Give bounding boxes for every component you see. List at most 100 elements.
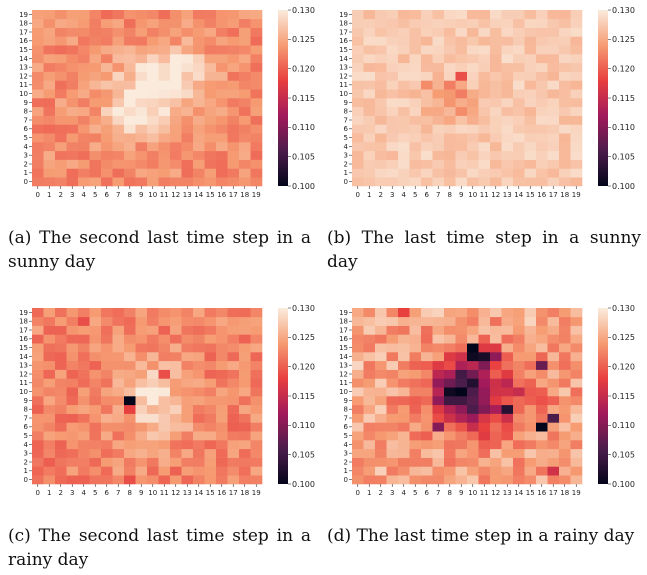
heatmap-cell (501, 10, 514, 20)
heatmap-cell (536, 316, 548, 326)
heatmap-cell (32, 369, 44, 379)
heatmap-cell (409, 334, 422, 344)
heatmap-cell (432, 27, 445, 37)
y-tick-label: 2 (24, 458, 28, 466)
heatmap-cell (124, 413, 136, 423)
heatmap-cell (101, 387, 113, 397)
heatmap-cell (513, 18, 525, 28)
x-tick-label: 16 (217, 191, 226, 199)
heatmap-cell (124, 360, 136, 370)
heatmap-cell (559, 27, 571, 37)
heatmap-cell (250, 54, 263, 64)
heatmap-cell (239, 334, 251, 344)
heatmap-cell (66, 36, 79, 46)
heatmap-cell (239, 422, 251, 432)
heatmap-cell (490, 448, 502, 458)
y-tick-label: 16 (19, 335, 28, 343)
heatmap-cell (513, 448, 525, 458)
heatmap-cell (181, 62, 194, 72)
heatmap-cell (43, 316, 56, 326)
heatmap-cell (386, 80, 399, 90)
heatmap-cell (158, 71, 171, 81)
heatmap-cell (227, 457, 240, 467)
heatmap-cell (158, 168, 171, 178)
heatmap-cell (467, 422, 479, 432)
heatmap-cell (239, 316, 251, 326)
heatmap-cell (204, 431, 217, 441)
heatmap-cell (421, 466, 433, 476)
heatmap-cell (239, 54, 251, 64)
heatmap-cell (43, 27, 56, 37)
heatmap-cell (524, 18, 537, 28)
heatmap-cell (66, 142, 79, 152)
heatmap-cell (547, 115, 560, 125)
heatmap-cell (363, 10, 376, 20)
heatmap-cell (513, 475, 525, 485)
heatmap-cell (444, 98, 456, 108)
heatmap-cell (559, 18, 571, 28)
heatmap-cell (421, 334, 433, 344)
heatmap-cell (444, 352, 456, 362)
heatmap-cell (101, 62, 113, 72)
heatmap-cell (216, 404, 228, 414)
heatmap-cell (513, 115, 525, 125)
heatmap-cell (216, 396, 228, 406)
heatmap-cell (478, 89, 491, 99)
heatmap-cell (363, 124, 376, 134)
heatmap-cell (193, 177, 205, 187)
heatmap-cell (547, 343, 560, 353)
heatmap-cell (55, 133, 67, 143)
heatmap-cell (513, 343, 525, 353)
x-tick-label: 9 (139, 489, 143, 497)
heatmap-cell (135, 89, 148, 99)
heatmap-cell (559, 159, 571, 169)
heatmap-cell (250, 396, 263, 406)
x-tick-label: 0 (36, 489, 40, 497)
heatmap-cell (559, 413, 571, 423)
heatmap-cell (386, 387, 399, 397)
x-tick-label: 16 (537, 191, 546, 199)
heatmap-cell (547, 150, 560, 160)
x-tick-label: 12 (171, 489, 180, 497)
heatmap-cell (239, 360, 251, 370)
heatmap-cell (250, 448, 263, 458)
heatmap-cell (78, 404, 90, 414)
x-tick-label: 13 (183, 191, 192, 199)
heatmap-cell (501, 98, 514, 108)
colorbar-tick-label: 0.115 (292, 392, 315, 401)
heatmap-cell (147, 168, 159, 178)
heatmap-cell (386, 115, 399, 125)
heatmap-cell (239, 440, 251, 450)
heatmap-cell (559, 54, 571, 64)
heatmap-cell (78, 440, 90, 450)
heatmap-cell (239, 457, 251, 467)
heatmap-cell (204, 89, 217, 99)
heatmap-cell (135, 177, 148, 187)
heatmap-cell (101, 316, 113, 326)
heatmap-cell (135, 387, 148, 397)
heatmap-cell (55, 10, 67, 20)
heatmap-cell (216, 71, 228, 81)
heatmap-cell (363, 18, 376, 28)
heatmap-cell (432, 404, 445, 414)
heatmap-cell (250, 45, 263, 55)
colorbar (278, 10, 288, 186)
heatmap-cell (524, 150, 537, 160)
heatmap-cell (147, 10, 159, 20)
heatmap-cell (352, 387, 364, 397)
heatmap-cell (78, 431, 90, 441)
heatmap-cell (501, 325, 514, 335)
heatmap-cell (43, 466, 56, 476)
heatmap-cell (124, 378, 136, 388)
heatmap-cell (409, 440, 422, 450)
heatmap-cell (158, 440, 171, 450)
heatmap-cell (524, 142, 537, 152)
heatmap-cell (409, 431, 422, 441)
heatmap-cell (193, 475, 205, 485)
heatmap-cell (135, 159, 148, 169)
y-tick-label: 7 (344, 414, 348, 422)
y-tick-label: 17 (19, 28, 28, 36)
heatmap-cell (227, 10, 240, 20)
heatmap-cell (386, 106, 399, 116)
